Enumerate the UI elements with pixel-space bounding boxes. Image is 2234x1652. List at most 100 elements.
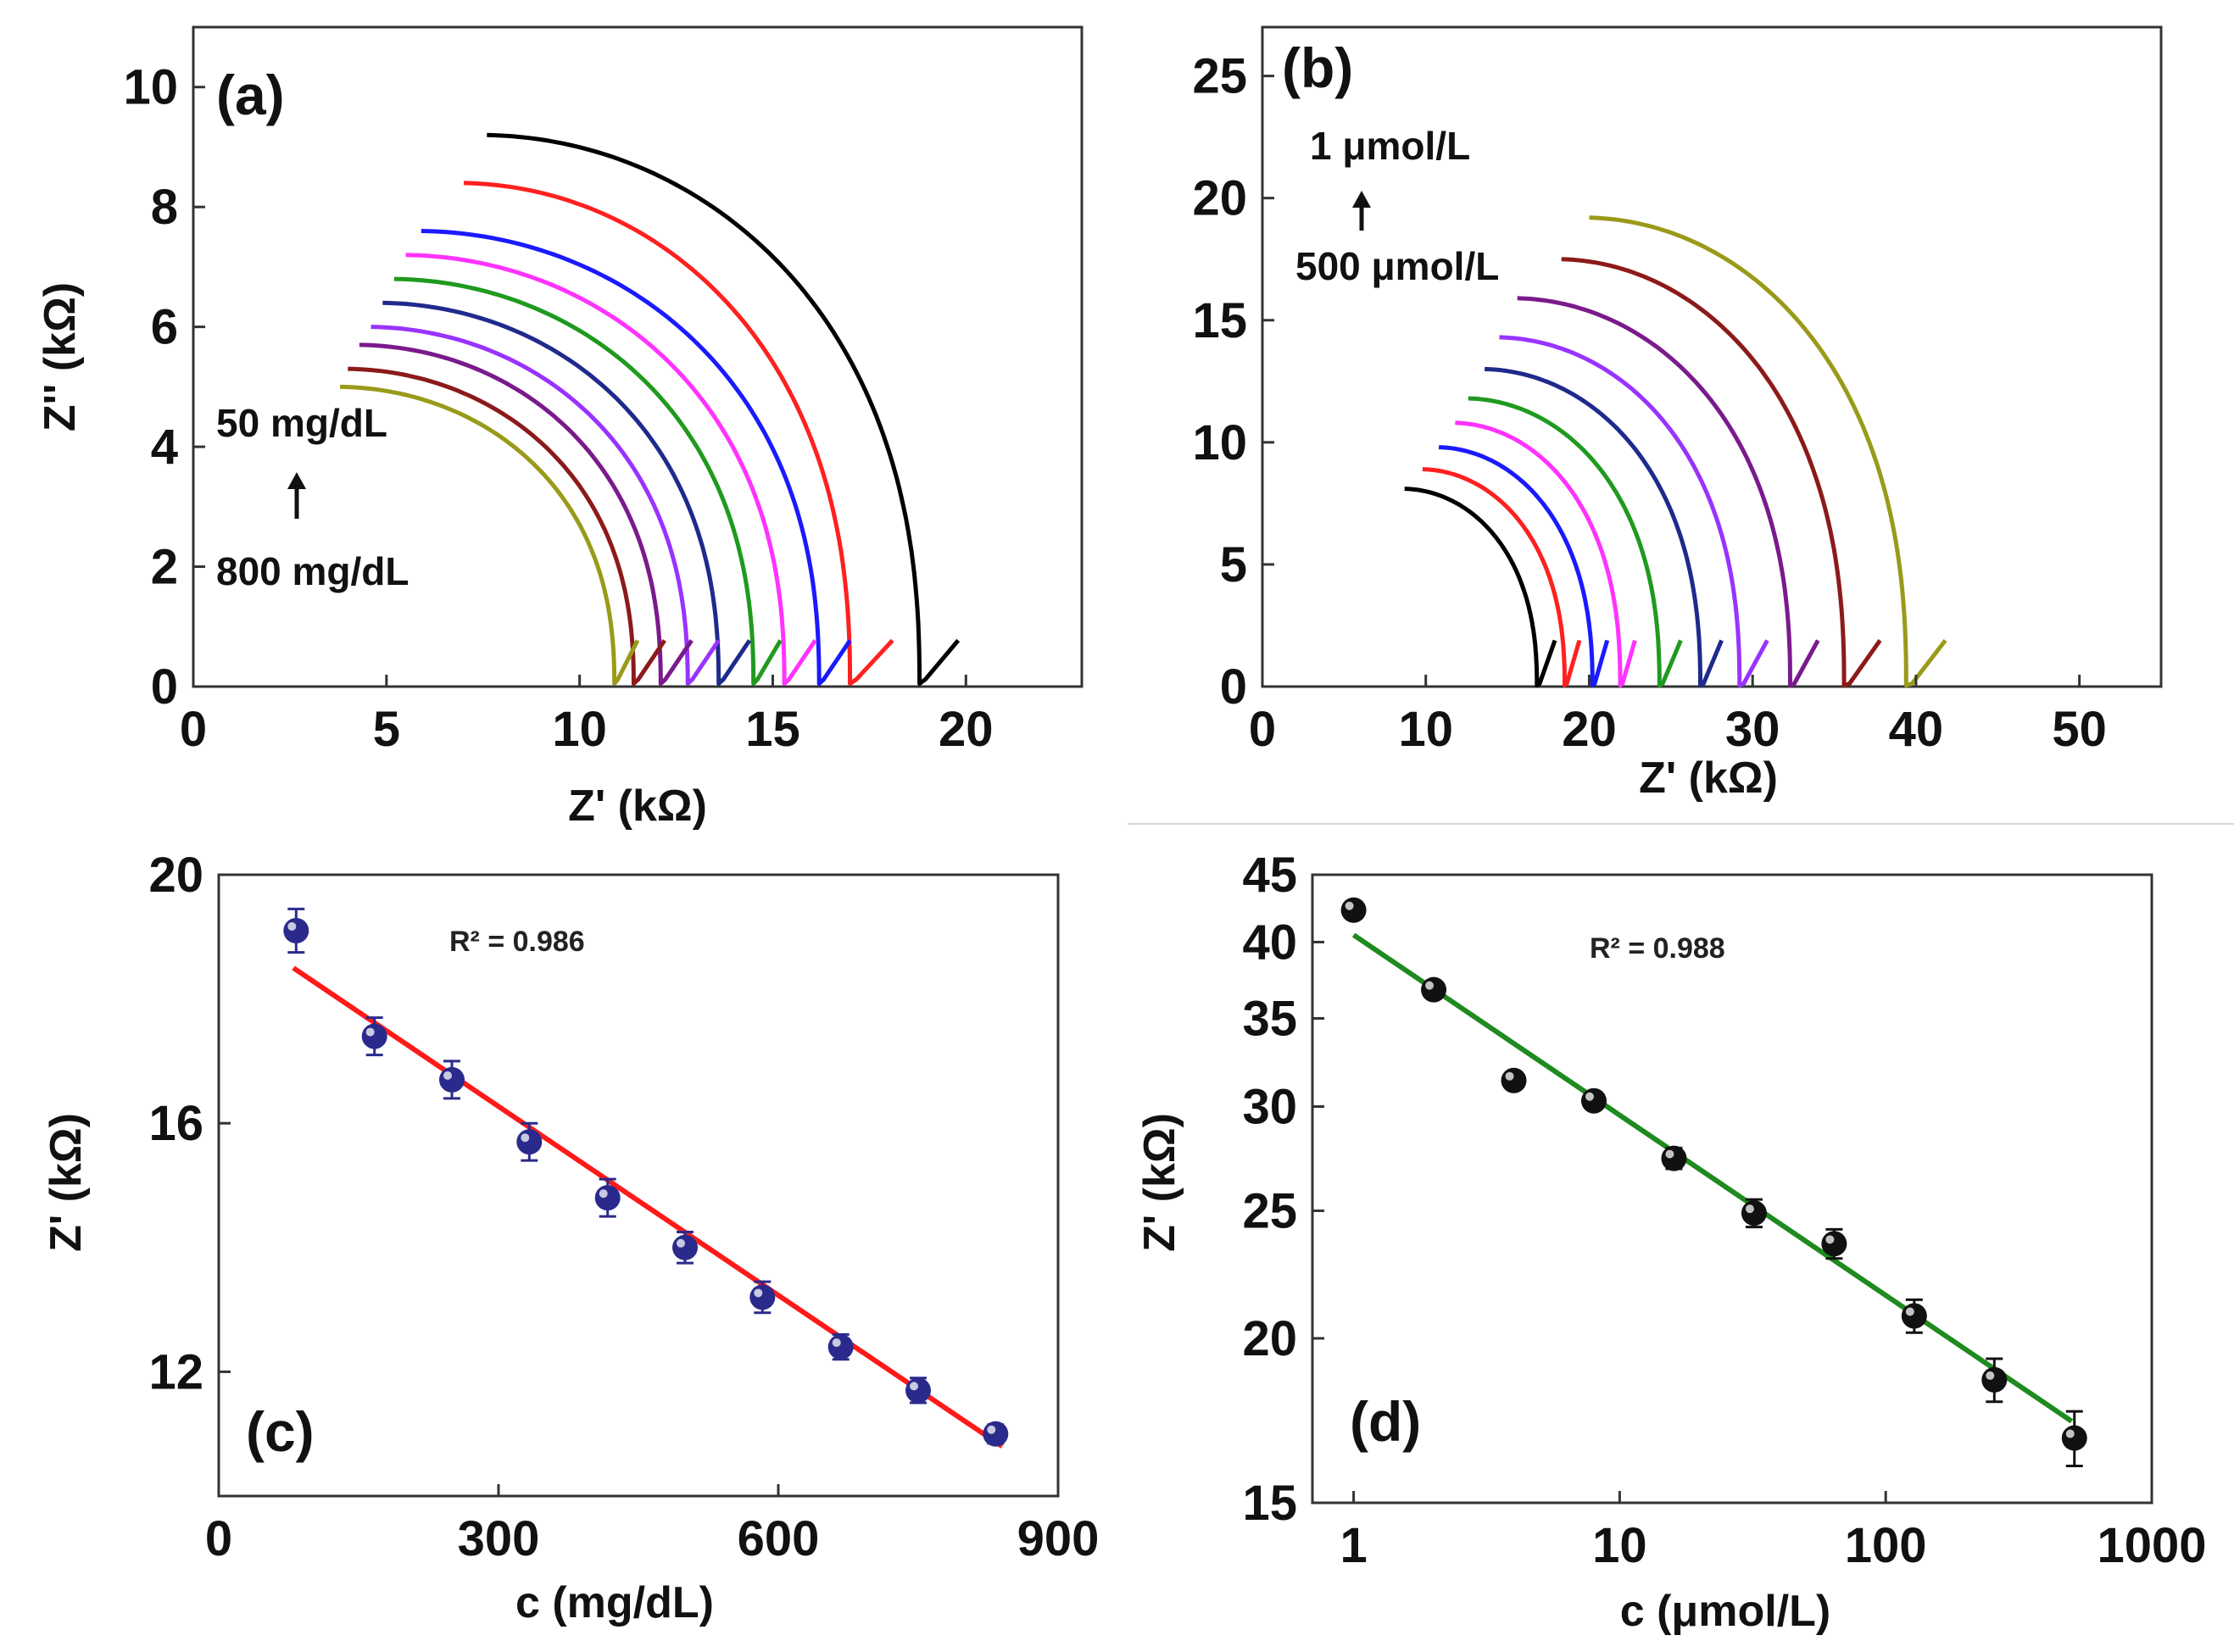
panel-c: 0 300 600 900 12 16 20 R² = 0.986 (c) c (mg/dL… — [42, 848, 1099, 1627]
y-tick-label-c-2: 20 — [148, 848, 203, 903]
y-tick-label-b-5: 25 — [1192, 49, 1247, 104]
data-point-d-0 — [1340, 897, 1367, 923]
plot-frame-d — [1311, 873, 2153, 1505]
x-tick-label-c-3: 900 — [1017, 1511, 1100, 1566]
y-tick-label-b-4: 20 — [1192, 171, 1247, 226]
y-tick-label-d-0: 15 — [1242, 1476, 1297, 1531]
series-line-a-2 — [421, 229, 852, 686]
x-tick-label-b-0: 0 — [1249, 702, 1276, 757]
data-point-c-0 — [283, 907, 309, 954]
series-line-b-9 — [1589, 215, 1947, 688]
y-tick-label-c-0: 12 — [148, 1344, 203, 1399]
data-point-d-5 — [1741, 1198, 1767, 1229]
y-axis-label-d: Z' (kΩ) — [1135, 1113, 1184, 1252]
x-tick-label-d-1: 10 — [1592, 1518, 1647, 1573]
panel-label-b: (b) — [1282, 36, 1353, 99]
fit-line-c — [292, 965, 1004, 1449]
series-line-b-5 — [1485, 366, 1724, 688]
data-point-c-9 — [983, 1421, 1009, 1447]
data-point-c-5 — [672, 1230, 698, 1265]
data-point-d-8 — [1981, 1357, 2008, 1404]
x-tick-label-d-3: 1000 — [2097, 1518, 2206, 1573]
x-axis-label-b: Z' (kΩ) — [1639, 754, 1778, 803]
x-tick-label-d-2: 100 — [1845, 1518, 1927, 1573]
data-point-d-7 — [1901, 1298, 1927, 1334]
x-axis-label-d: c (μmol/L) — [1620, 1587, 1830, 1636]
curves-a — [340, 132, 961, 686]
r-squared-c: R² = 0.986 — [449, 926, 585, 958]
plot-frame-a — [192, 25, 1084, 688]
plot-c — [283, 907, 1009, 1449]
series-line-b-2 — [1438, 445, 1610, 688]
y-tick-label-b-0: 0 — [1220, 659, 1247, 715]
data-point-d-3 — [1580, 1087, 1607, 1114]
panel-label-a: (a) — [216, 64, 285, 126]
y-tick-label-b-1: 5 — [1220, 537, 1247, 592]
data-point-d-1 — [1421, 976, 1447, 1003]
y-axis-label-c: Z' (kΩ) — [42, 1113, 91, 1252]
y-tick-label-c-1: 16 — [148, 1096, 203, 1151]
y-tick-label-d-3: 30 — [1242, 1079, 1297, 1134]
y-tick-label-d-4: 35 — [1242, 992, 1297, 1047]
x-tick-label-c-0: 0 — [205, 1511, 232, 1566]
x-axis-label-c: c (mg/dL) — [515, 1578, 714, 1627]
ticks-b: 0 10 20 30 40 50 0 5 10 15 20 25 — [1192, 49, 2106, 757]
data-point-d-9 — [2061, 1410, 2087, 1467]
data-point-d-4 — [1661, 1145, 1687, 1171]
series-line-a-9 — [340, 384, 640, 686]
y-tick-label-d-5: 40 — [1242, 915, 1297, 970]
panel-label-c: (c) — [246, 1400, 315, 1463]
y-tick-label-d-1: 20 — [1242, 1311, 1297, 1366]
data-point-c-4 — [594, 1177, 621, 1218]
x-tick-label-b-5: 50 — [2052, 702, 2107, 757]
arrow-a — [287, 472, 306, 519]
series-line-a-7 — [359, 342, 694, 686]
x-tick-label-b-4: 40 — [1889, 702, 1944, 757]
plot-frame-c — [217, 873, 1060, 1498]
y-tick-label-a-3: 6 — [151, 300, 178, 355]
y-tick-label-d-2: 25 — [1242, 1183, 1297, 1238]
data-point-c-2 — [439, 1060, 465, 1100]
data-point-d-2 — [1501, 1067, 1527, 1093]
series-line-a-8 — [348, 366, 666, 686]
data-point-c-7 — [827, 1332, 854, 1361]
panel-label-d: (d) — [1350, 1390, 1421, 1453]
ticks-d: 1 10 100 1000 15 20 25 30 35 40 45 — [1242, 848, 2206, 1573]
x-tick-label-a-1: 5 — [373, 702, 400, 757]
y-tick-label-a-4: 8 — [151, 180, 178, 235]
plot-d — [1340, 897, 2087, 1467]
series-line-a-5 — [382, 300, 752, 686]
x-tick-label-b-2: 20 — [1562, 702, 1617, 757]
y-tick-label-a-5: 10 — [123, 60, 178, 115]
series-line-b-1 — [1422, 467, 1582, 688]
ticks-c: 0 300 600 900 12 16 20 — [148, 848, 1099, 1566]
data-point-c-8 — [905, 1377, 931, 1404]
fit-line-d — [1351, 932, 2074, 1424]
data-point-d-6 — [1821, 1227, 1847, 1260]
x-tick-label-c-1: 300 — [458, 1511, 540, 1566]
y-tick-label-a-2: 4 — [151, 420, 178, 475]
r-squared-d: R² = 0.988 — [1590, 932, 1725, 965]
series-line-b-7 — [1517, 296, 1820, 688]
plot-frame-b — [1261, 25, 2163, 688]
y-axis-label-a: Z'' (kΩ) — [36, 282, 85, 431]
panel-b: 0 10 20 30 40 50 0 5 10 15 20 25 (b) 1 μmol/L 500 μ… — [1192, 25, 2163, 803]
series-line-b-0 — [1404, 487, 1557, 688]
x-axis-label-a: Z' (kΩ) — [568, 782, 707, 831]
series-line-b-8 — [1561, 257, 1882, 688]
curves-b — [1404, 215, 1947, 688]
series-line-b-4 — [1468, 396, 1683, 688]
series-line-a-0 — [487, 132, 961, 686]
series-line-b-3 — [1455, 420, 1637, 688]
y-tick-label-a-0: 0 — [151, 659, 178, 715]
x-tick-label-c-2: 600 — [738, 1511, 820, 1566]
x-tick-label-a-4: 20 — [939, 702, 994, 757]
series-line-b-6 — [1499, 335, 1769, 688]
y-tick-label-b-3: 15 — [1192, 293, 1247, 348]
annotation-top-a: 50 mg/dL — [216, 401, 387, 445]
series-line-a-1 — [463, 181, 894, 686]
data-point-c-3 — [516, 1121, 543, 1162]
series-line-a-3 — [405, 253, 817, 686]
